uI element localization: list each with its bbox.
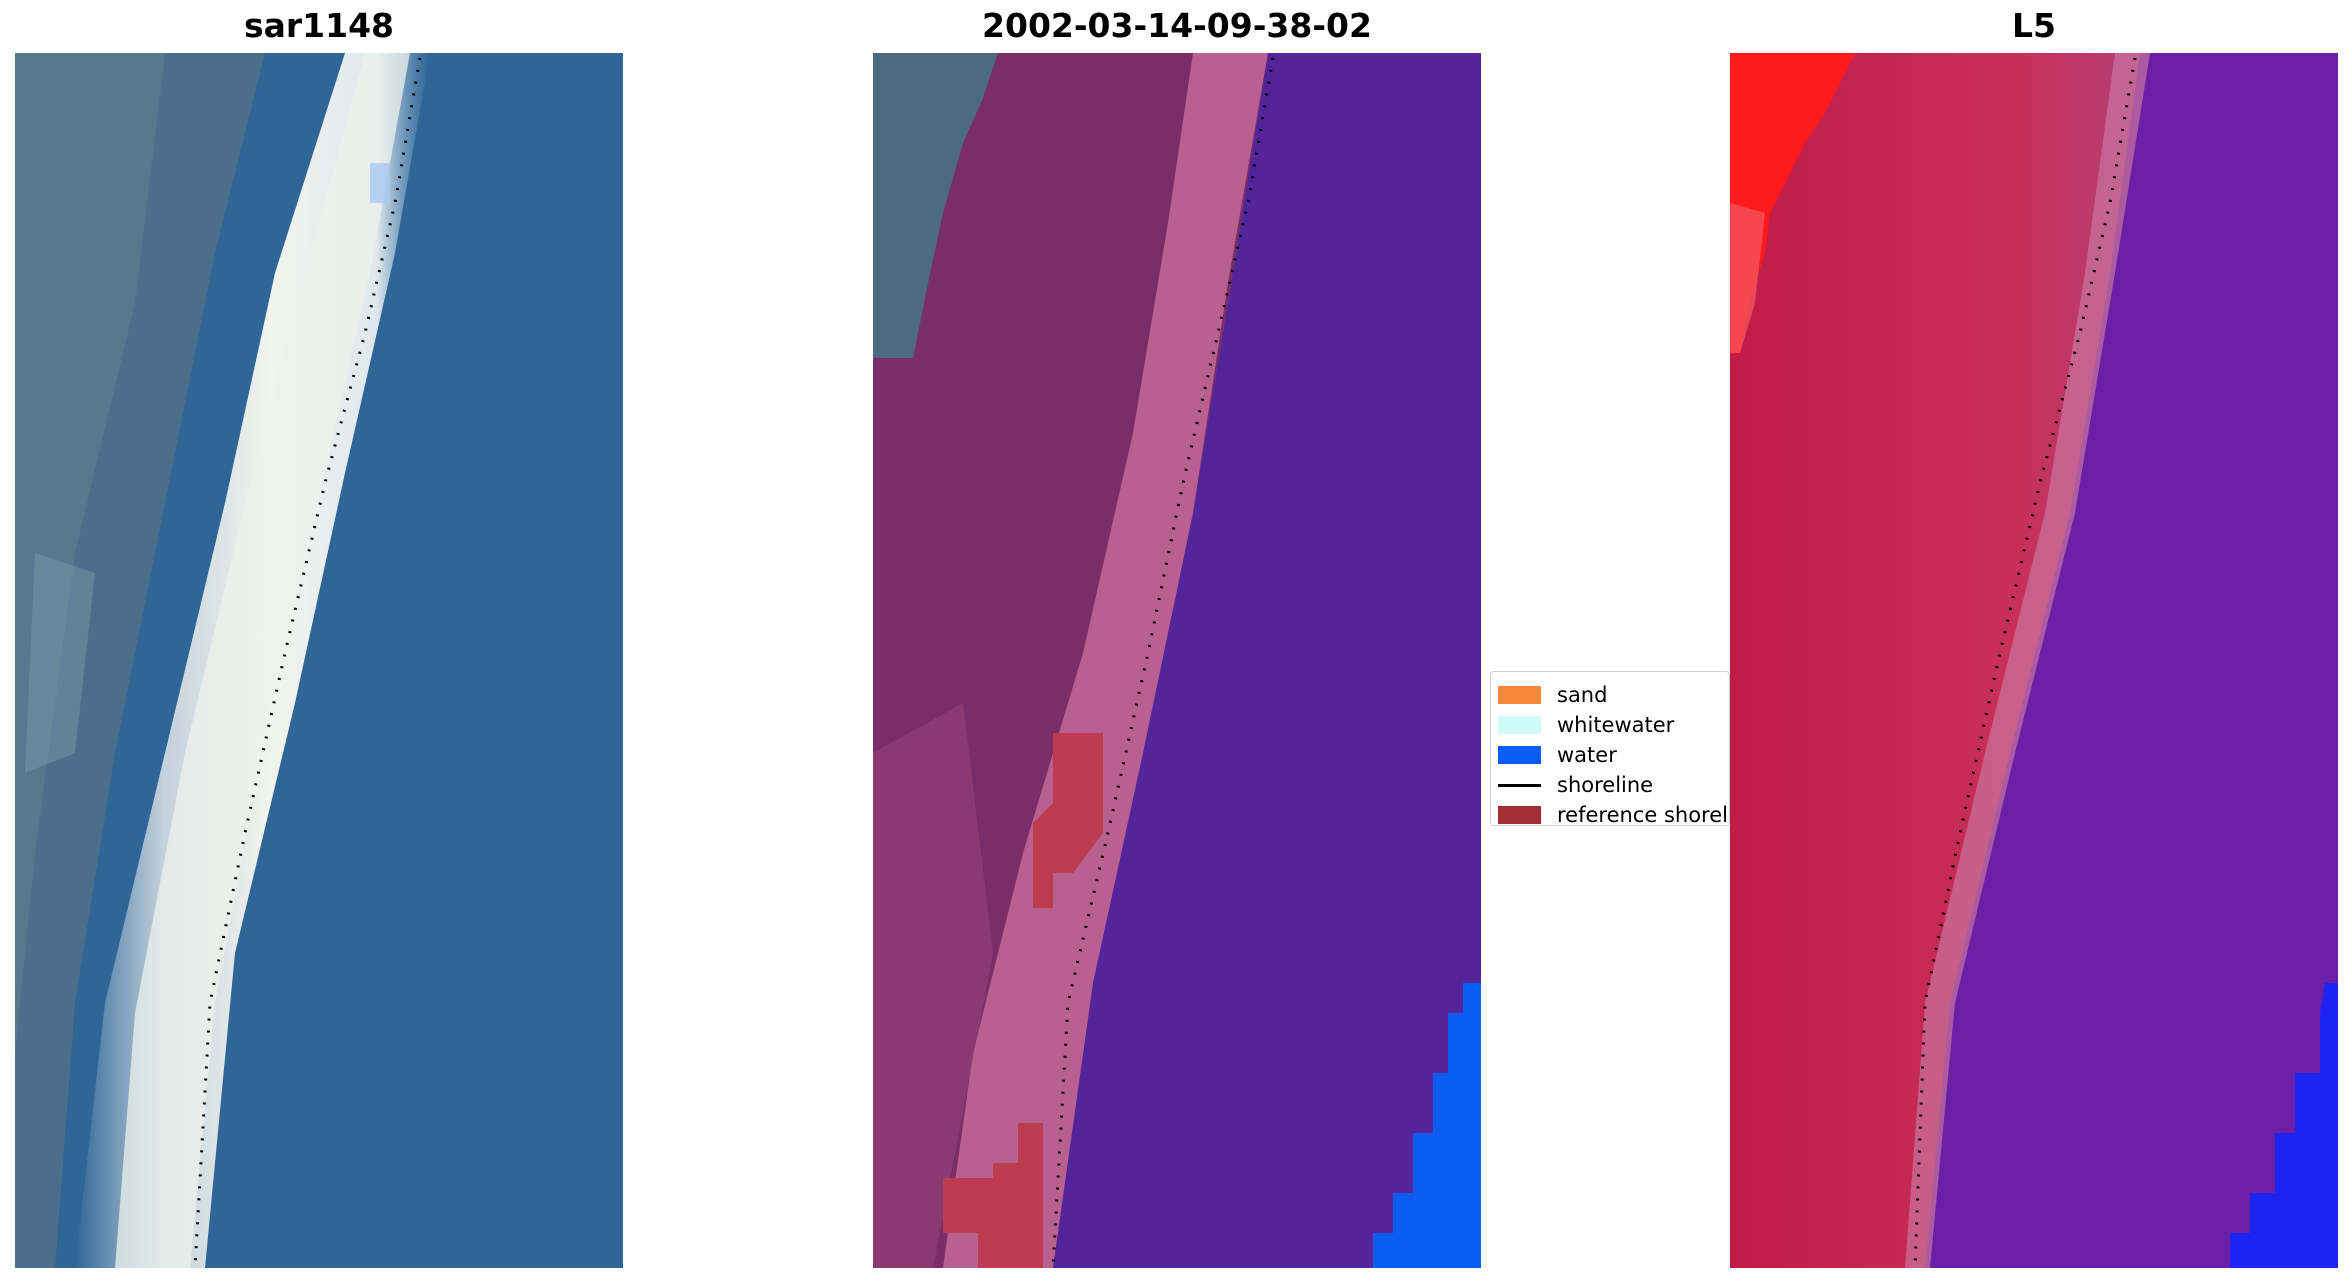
panel-title-left: sar1148 (243, 6, 395, 45)
classified-svg (873, 53, 1481, 1268)
legend-item-reference-shoreline: reference shoreline (1498, 803, 1729, 826)
legend-label-reference-shoreline: reference shoreline (1557, 803, 1729, 826)
water-class-patch (1373, 983, 1481, 1268)
legend-swatch-water (1498, 746, 1541, 764)
index-image-l5 (1730, 53, 2338, 1268)
legend-item-whitewater: whitewater (1498, 713, 1675, 737)
detected-shoreline (193, 57, 422, 1268)
legend-item-sand: sand (1498, 683, 1608, 707)
blue-corner (2230, 983, 2338, 1268)
land-highlight (25, 553, 95, 773)
legend-swatch-whitewater (1498, 716, 1541, 734)
legend: sand whitewater water shoreline referenc… (1490, 671, 1730, 826)
beach-class-band (943, 53, 1268, 1268)
legend-label-whitewater: whitewater (1557, 713, 1675, 737)
legend-label-shoreline: shoreline (1557, 773, 1654, 797)
detected-shoreline (1051, 57, 1275, 1268)
legend-swatch-reference-shoreline (1498, 806, 1541, 824)
detected-shoreline (1913, 57, 2137, 1268)
satellite-rgb-svg (15, 53, 623, 1268)
panel-title-middle: 2002-03-14-09-38-02 (982, 6, 1372, 45)
legend-swatch-sand (1498, 686, 1541, 704)
beach-core (115, 53, 410, 1268)
surf-glint (370, 163, 390, 203)
sand-reference-patch-3 (943, 1123, 1043, 1268)
legend-item-shoreline: shoreline (1498, 773, 1654, 797)
unclassified-corner (873, 53, 998, 358)
panel-title-right: L5 (2012, 6, 2056, 45)
legend-label-water: water (1557, 743, 1617, 767)
sand-reference-patch-1 (1033, 733, 1103, 873)
legend-item-water: water (1498, 743, 1617, 767)
red-corner (1730, 53, 1855, 353)
legend-swatch-shoreline (1498, 783, 1541, 787)
land-tint (15, 53, 165, 1053)
sand-reference-patch-2 (1033, 873, 1053, 908)
red-corner-fade (1730, 203, 1765, 353)
index-svg (1730, 53, 2338, 1268)
classified-image (873, 53, 1481, 1268)
inner-pink-band (873, 703, 993, 1268)
land-index-area (1730, 53, 2140, 1268)
satellite-rgb-image (15, 53, 623, 1268)
shoreline-band (1905, 53, 2150, 1268)
legend-label-sand: sand (1557, 683, 1608, 707)
